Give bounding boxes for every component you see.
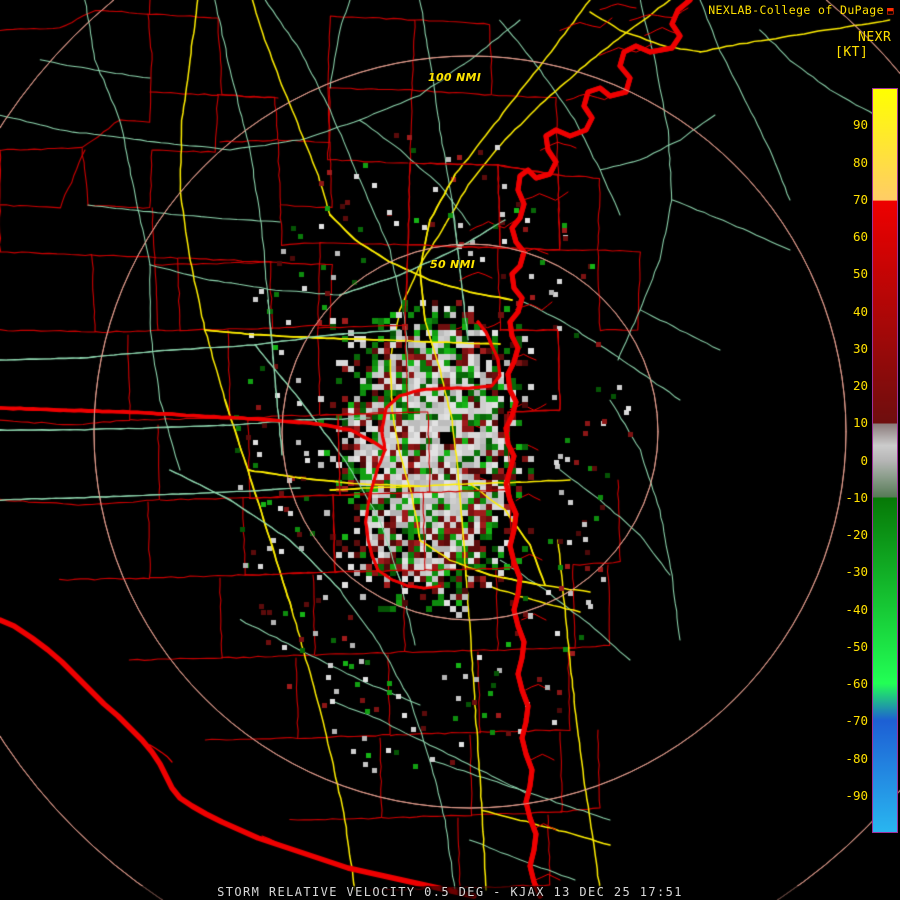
colorbar-tick-80: 80 (852, 154, 868, 170)
colorbar-tick-30: 30 (852, 340, 868, 356)
colorbar-tick-10: 10 (852, 415, 868, 430)
colorbar-tick-neg60: -60 (845, 675, 868, 691)
branding-label: NEXLAB-College of DuPage ⬒ (708, 3, 894, 17)
colorbar-tick-neg10: -10 (845, 489, 868, 505)
colorbar[interactable] (872, 88, 898, 833)
branding-text: NEXLAB-College of DuPage (708, 3, 884, 17)
legend-title: NEXR (858, 30, 892, 45)
status-bar: STORM RELATIVE VELOCITY 0.5 DEG - KJAX 1… (0, 884, 900, 900)
color-legend: NEXR [KT] 90 80 70 60 50 40 30 20 10 0 -10 -20 -30 -4… (832, 30, 900, 833)
colorbar-tick-neg70: -70 (845, 713, 868, 728)
colorbar-tick-labels: 90 80 70 60 50 40 30 20 10 0 -10 -20 -30 -40 -50 -60 -70… (832, 88, 870, 833)
colorbar-tick-neg30: -30 (845, 564, 868, 579)
colorbar-tick-neg50: -50 (845, 638, 868, 654)
status-text: STORM RELATIVE VELOCITY 0.5 DEG - KJAX 1… (217, 885, 683, 899)
colorbar-tick-20: 20 (852, 377, 868, 393)
legend-units: [KT] (835, 45, 869, 60)
colorbar-tick-90: 90 (852, 117, 868, 132)
colorbar-tick-neg20: -20 (845, 526, 868, 542)
colorbar-gradient (873, 89, 897, 832)
range-ring-label-100: 100 NMI (428, 71, 482, 84)
colorbar-tick-0: 0 (860, 452, 868, 468)
colorbar-tick-neg40: -40 (845, 601, 868, 617)
colorbar-tick-70: 70 (852, 191, 868, 207)
colorbar-tick-neg80: -80 (845, 750, 868, 766)
colorbar-tick-40: 40 (852, 303, 868, 319)
colorbar-tick-neg90: -90 (845, 787, 868, 803)
colorbar-tick-60: 60 (852, 228, 868, 244)
cod-logo-icon: ⬒ (886, 4, 894, 17)
range-ring-label-50: 50 NMI (430, 258, 476, 271)
colorbar-tick-50: 50 (852, 266, 868, 281)
